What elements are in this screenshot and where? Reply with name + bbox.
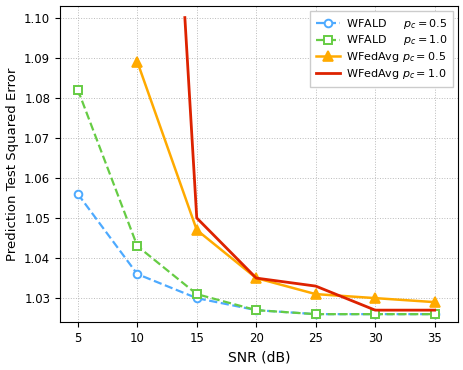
WFALD     $p_c = 0.5$ xyxy=(134,272,140,276)
WFALD     $p_c = 1.0$ xyxy=(372,312,377,316)
Y-axis label: Prediction Test Squared Error: Prediction Test Squared Error xyxy=(6,67,19,260)
WFedAvg $p_c = 1.0$ xyxy=(181,16,187,20)
WFALD     $p_c = 0.5$ xyxy=(253,308,258,312)
Line: WFALD     $p_c = 1.0$: WFALD $p_c = 1.0$ xyxy=(74,86,438,318)
WFALD     $p_c = 0.5$ xyxy=(431,312,437,316)
WFedAvg $p_c = 1.0$ xyxy=(194,216,199,220)
Line: WFALD     $p_c = 0.5$: WFALD $p_c = 0.5$ xyxy=(74,190,438,318)
WFedAvg $p_c = 0.5$ xyxy=(372,296,377,300)
X-axis label: SNR (dB): SNR (dB) xyxy=(227,350,290,364)
WFALD     $p_c = 0.5$ xyxy=(312,312,318,316)
WFedAvg $p_c = 1.0$ xyxy=(253,276,258,280)
WFedAvg $p_c = 1.0$ xyxy=(372,308,377,312)
Legend: WFALD     $p_c = 0.5$, WFALD     $p_c = 1.0$, WFedAvg $p_c = 0.5$, WFedAvg $p_c : WFALD $p_c = 0.5$, WFALD $p_c = 1.0$, WF… xyxy=(309,11,452,87)
WFedAvg $p_c = 0.5$ xyxy=(431,300,437,305)
WFedAvg $p_c = 0.5$ xyxy=(312,292,318,296)
WFALD     $p_c = 1.0$ xyxy=(253,308,258,312)
Line: WFedAvg $p_c = 0.5$: WFedAvg $p_c = 0.5$ xyxy=(132,57,438,307)
WFedAvg $p_c = 1.0$ xyxy=(312,284,318,288)
WFedAvg $p_c = 0.5$ xyxy=(134,60,140,64)
Line: WFedAvg $p_c = 1.0$: WFedAvg $p_c = 1.0$ xyxy=(184,18,434,310)
WFALD     $p_c = 0.5$ xyxy=(372,312,377,316)
WFedAvg $p_c = 1.0$ xyxy=(431,308,437,312)
WFedAvg $p_c = 0.5$ xyxy=(194,228,199,232)
WFALD     $p_c = 1.0$ xyxy=(431,312,437,316)
WFALD     $p_c = 1.0$ xyxy=(75,87,81,92)
WFedAvg $p_c = 0.5$ xyxy=(253,276,258,280)
WFALD     $p_c = 1.0$ xyxy=(312,312,318,316)
WFALD     $p_c = 0.5$ xyxy=(75,192,81,196)
WFALD     $p_c = 1.0$ xyxy=(134,244,140,248)
WFALD     $p_c = 1.0$ xyxy=(194,292,199,296)
WFALD     $p_c = 0.5$ xyxy=(194,296,199,300)
